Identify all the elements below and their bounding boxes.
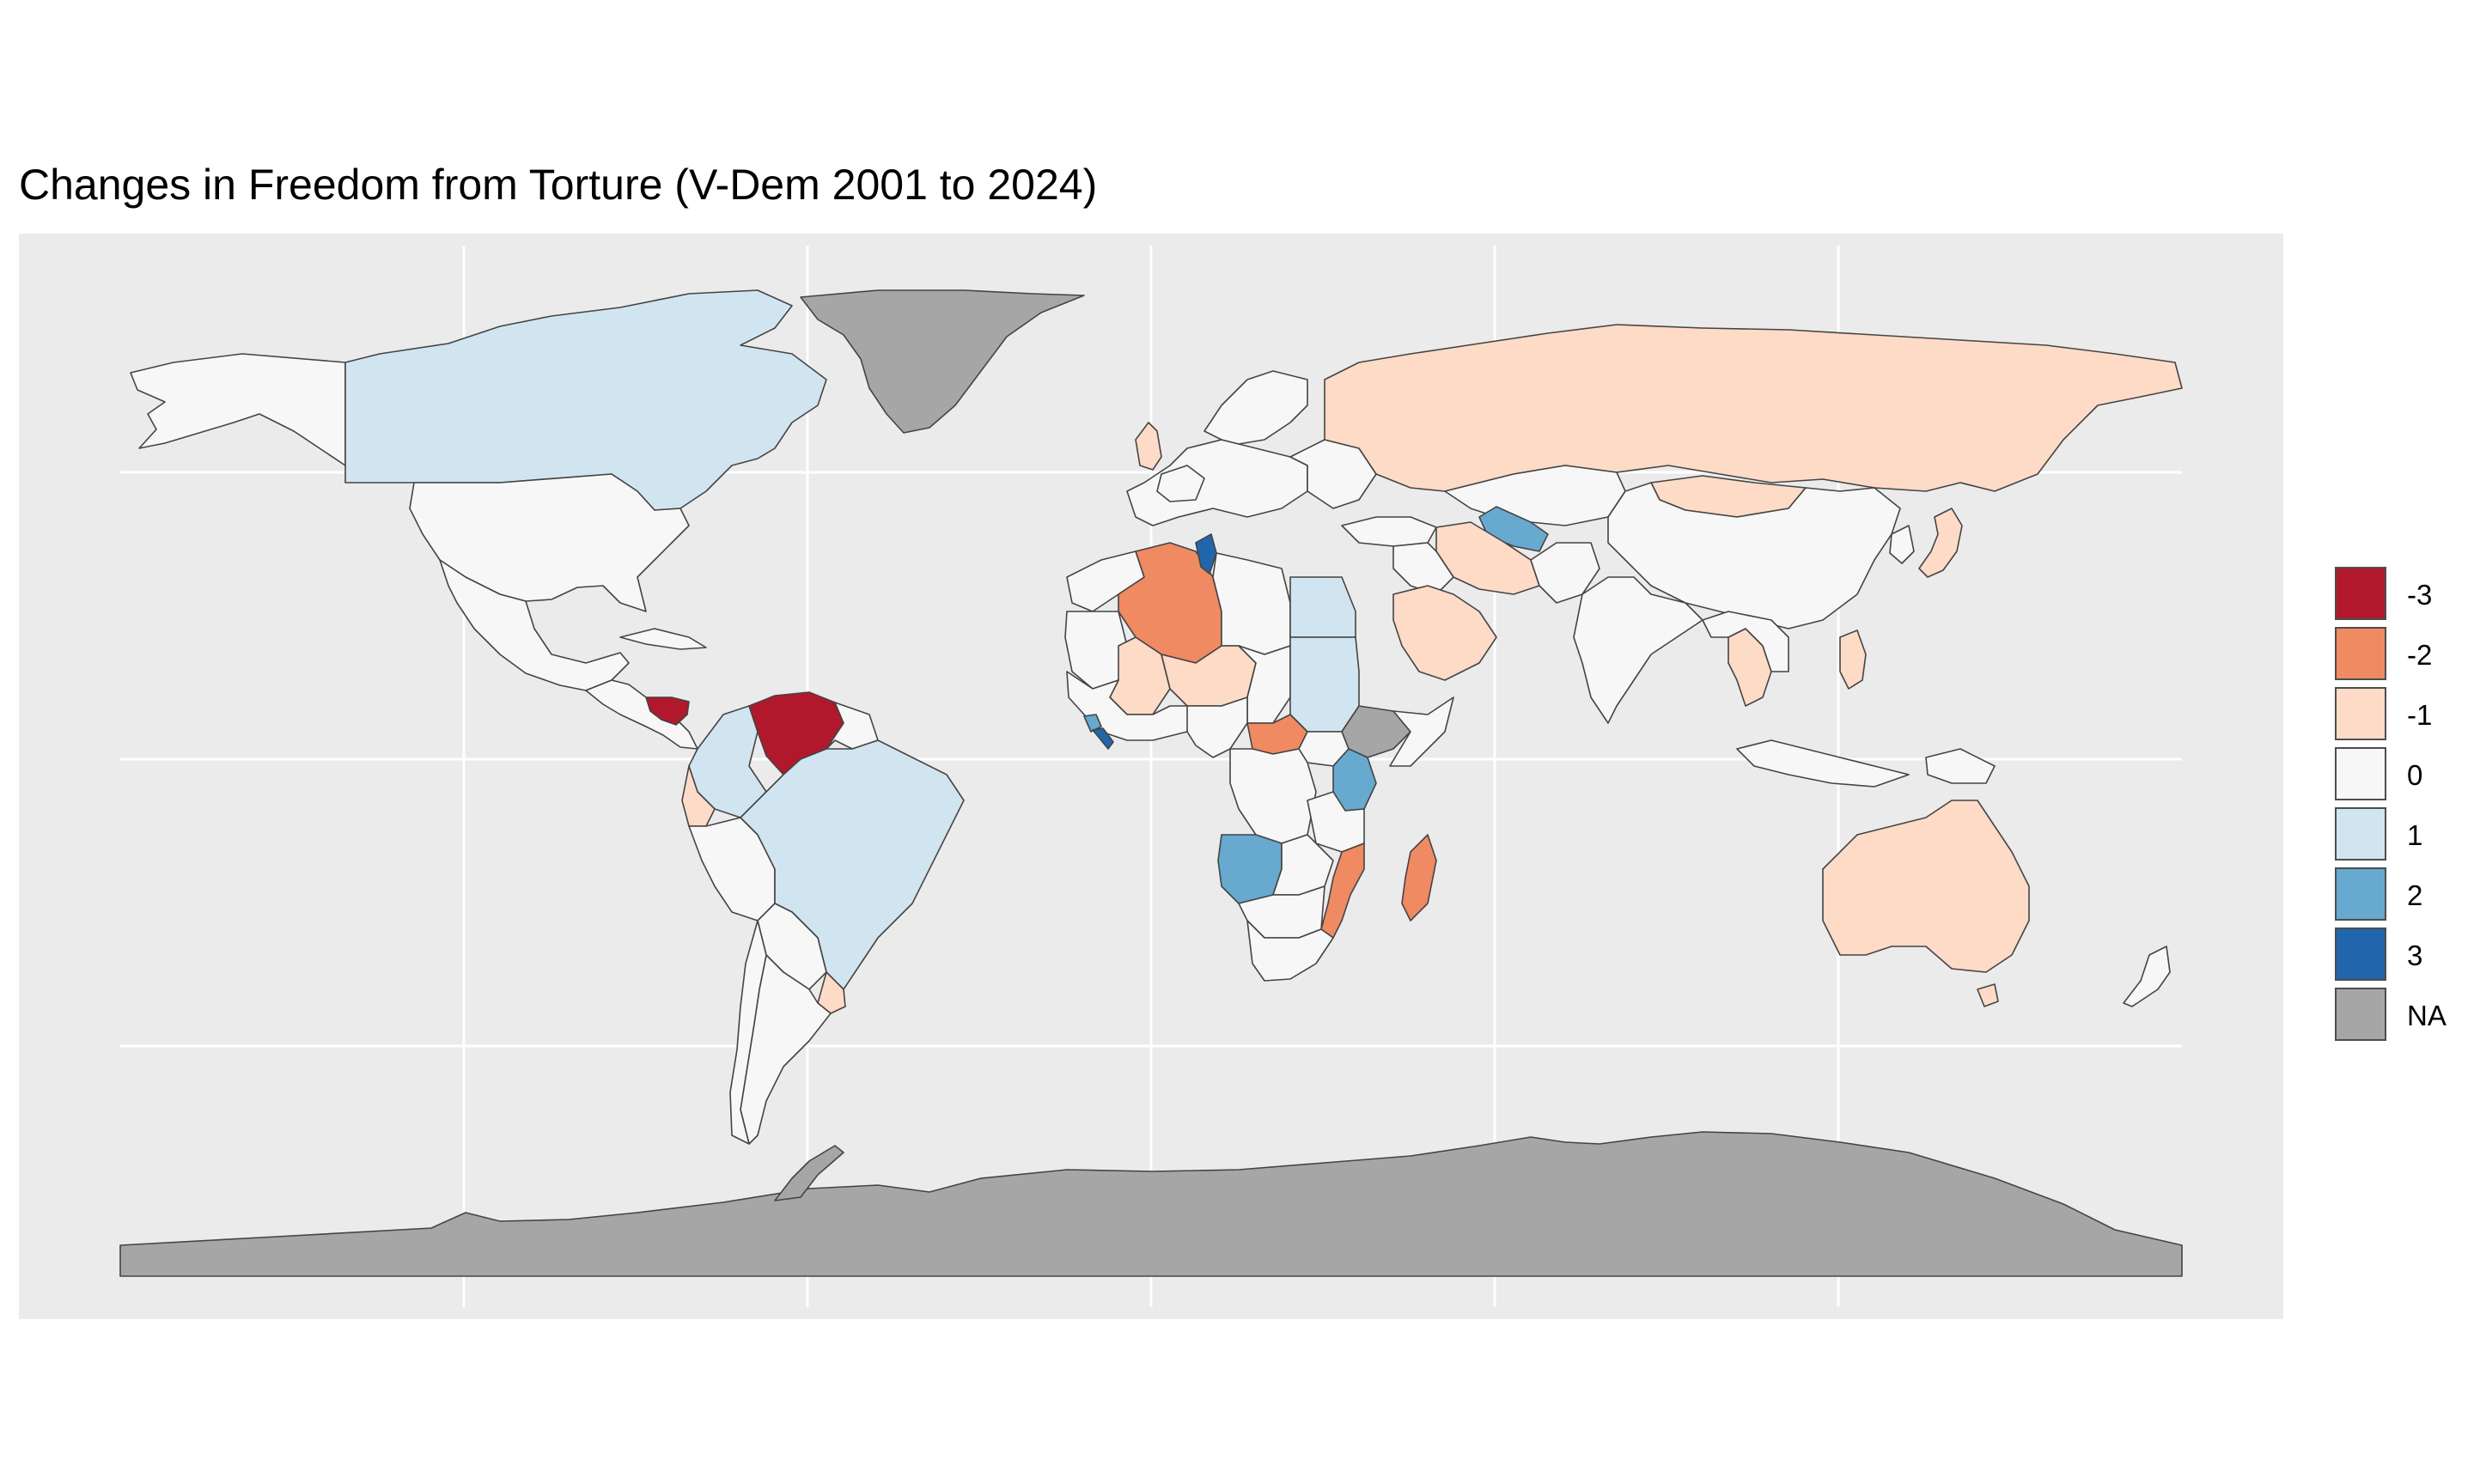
legend-label: -1 xyxy=(2407,699,2433,731)
country-myanmar xyxy=(1702,611,1789,672)
country-angola xyxy=(1217,834,1283,904)
legend-item: 0 xyxy=(2335,747,2464,802)
country-indonesia xyxy=(1736,739,1910,788)
legend-key xyxy=(2335,627,2386,680)
country-tasmania xyxy=(1977,983,1999,1007)
country-drc xyxy=(1229,748,1317,844)
country-new-zealand xyxy=(2123,946,2171,1007)
country-turkey xyxy=(1341,516,1437,547)
country-cuba xyxy=(619,628,707,650)
legend-key xyxy=(2335,867,2386,921)
country-saudi-arabia xyxy=(1392,585,1497,681)
legend-item: 1 xyxy=(2335,807,2464,862)
country-greenland xyxy=(800,289,1085,434)
legend-key xyxy=(2335,807,2386,861)
country-alaska xyxy=(130,353,346,466)
country-tunisia xyxy=(1195,533,1217,575)
country-brazil xyxy=(740,739,965,990)
world-map xyxy=(119,246,2183,1307)
legend-item: -1 xyxy=(2335,687,2464,742)
country-sierra-leone xyxy=(1083,714,1102,733)
country-chile xyxy=(729,920,767,1145)
legend-key xyxy=(2335,928,2386,981)
country-madagascar xyxy=(1401,834,1437,921)
country-mexico xyxy=(439,559,630,691)
country-korea xyxy=(1889,525,1915,564)
legend-label: 1 xyxy=(2407,819,2423,851)
legend-item: 2 xyxy=(2335,867,2464,922)
legend-key xyxy=(2335,747,2386,800)
country-tanzania xyxy=(1307,791,1365,853)
legend-key xyxy=(2335,687,2386,740)
country-libya xyxy=(1212,552,1291,655)
country-mozambique xyxy=(1320,842,1365,939)
country-south-africa xyxy=(1246,920,1334,982)
country-egypt xyxy=(1289,576,1356,638)
country-australia xyxy=(1822,800,2030,973)
country-scandinavia xyxy=(1203,370,1308,445)
legend-item: 3 xyxy=(2335,928,2464,982)
legend-label: NA xyxy=(2407,1000,2447,1031)
legend-key xyxy=(2335,988,2386,1041)
legend-key xyxy=(2335,567,2386,620)
map-title: Changes in Freedom from Torture (V-Dem 2… xyxy=(19,161,1098,209)
country-iraq-syria xyxy=(1392,542,1454,595)
country-japan xyxy=(1918,508,1963,578)
legend-label: 0 xyxy=(2407,759,2423,791)
country-antarctica xyxy=(119,1131,2183,1277)
country-india xyxy=(1573,576,1703,724)
country-france xyxy=(1156,465,1205,502)
legend-item: NA xyxy=(2335,988,2464,1043)
country-antarctic-peninsula xyxy=(774,1145,844,1201)
legend-label: 2 xyxy=(2407,879,2423,911)
country-united-kingdom xyxy=(1135,422,1162,471)
map-panel xyxy=(19,234,2283,1319)
legend-item: -3 xyxy=(2335,567,2464,622)
country-russia xyxy=(1324,324,2183,492)
country-philippines xyxy=(1839,629,1867,690)
country-uruguay xyxy=(817,971,846,1014)
country-nicaragua xyxy=(645,696,690,726)
country-somalia xyxy=(1389,696,1454,767)
legend-label: 3 xyxy=(2407,940,2423,971)
legend-label: -3 xyxy=(2407,579,2433,611)
country-liberia xyxy=(1092,727,1114,750)
legend-item: -2 xyxy=(2335,627,2464,682)
legend: -3 -2 -1 0 1 2 3 NA xyxy=(2335,567,2464,1048)
country-afghanistan xyxy=(1530,542,1600,604)
legend-label: -2 xyxy=(2407,639,2433,671)
country-guianas xyxy=(826,702,879,750)
country-sudan xyxy=(1289,636,1360,733)
country-papua-new-guinea xyxy=(1925,748,1996,784)
